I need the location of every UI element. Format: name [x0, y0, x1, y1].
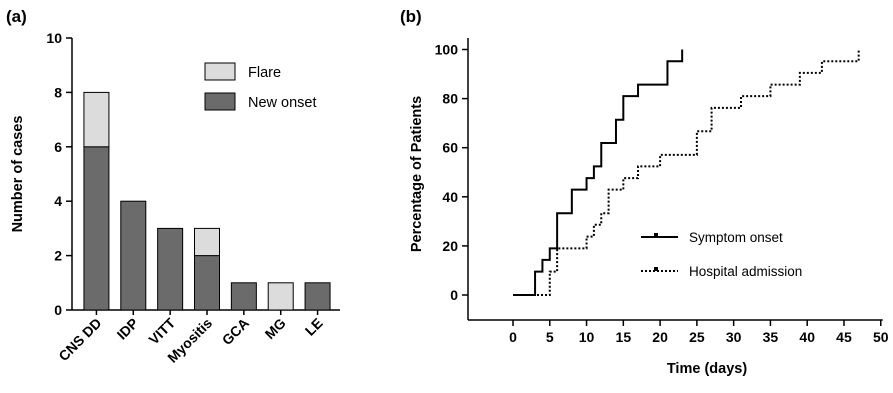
- panel-a-y-axis-title: Number of cases: [10, 116, 26, 233]
- legend-swatch-new-onset: [204, 92, 236, 111]
- panel-b-x-tick-label: 5: [546, 329, 554, 345]
- bar-gca-new-onset: [230, 282, 257, 311]
- panel-b-x-tick-label: 50: [873, 329, 889, 345]
- panel-b-legend: Symptom onset Hospital admission: [641, 230, 802, 279]
- panel-b-x-tick-label: 10: [579, 329, 595, 345]
- bar-le-new-onset: [304, 282, 331, 311]
- panel-b-x-tick-label: 40: [799, 329, 815, 345]
- category-label: CNS DD: [55, 315, 104, 364]
- legend-label-hospital-admission: Hospital admission: [689, 264, 802, 279]
- panel-b-y-tick-label: 40: [442, 189, 458, 205]
- legend-label-flare: Flare: [248, 65, 281, 81]
- panel-a-legend: Flare New onset: [204, 62, 317, 111]
- panel-b-y-tick-label: 0: [450, 287, 458, 303]
- panel-b-x-tick-label: 0: [509, 329, 517, 345]
- panel-a-y-tick-label: 4: [54, 193, 62, 209]
- panel-b-x-tick-label: 25: [689, 329, 705, 345]
- panel-b-x-tick-label: 35: [763, 329, 779, 345]
- legend-marker-hospital-admission: [654, 267, 658, 271]
- legend-label-new-onset: New onset: [248, 95, 317, 111]
- legend-marker-symptom-onset: [654, 233, 658, 237]
- panel-b-axes: 0 20 40 60 80 100 0 5 10 15 20 25 30 35 40 45 50: [435, 38, 889, 345]
- category-label: GCA: [219, 315, 252, 348]
- bar-cns-dd-new-onset: [83, 146, 110, 311]
- category-label: LE: [302, 315, 326, 339]
- panel-b-y-tick-label: 60: [442, 140, 458, 156]
- panel-b-x-axis-title: Time (days): [667, 361, 747, 377]
- panel-a-bars: [83, 91, 331, 311]
- panel-a-y-tick-label: 8: [54, 84, 62, 100]
- panel-b-y-tick-label: 80: [442, 91, 458, 107]
- panel-b-series: [513, 49, 860, 296]
- bar-idp-new-onset: [120, 200, 147, 311]
- panel-b-y-axis-title: Percentage of Patients: [409, 96, 425, 252]
- category-label: VITT: [145, 314, 178, 347]
- bar-cns-dd-flare: [83, 91, 110, 148]
- panel-b-y-tick-label: 20: [442, 238, 458, 254]
- panel-a-y-tick-label: 2: [54, 248, 62, 264]
- bar-mg-flare: [267, 282, 294, 311]
- legend-label-symptom-onset: Symptom onset: [689, 230, 783, 245]
- legend-swatch-flare: [204, 62, 236, 81]
- panel-a-y-tick-label: 6: [54, 139, 62, 155]
- panel-b-x-tick-label: 45: [836, 329, 852, 345]
- bar-vitt-new-onset: [157, 227, 184, 311]
- panel-b-x-tick-label: 20: [652, 329, 668, 345]
- panel-a-axes: 0 2 4 6 8 10: [46, 30, 340, 318]
- bar-myositis-new-onset: [194, 255, 220, 311]
- panel-a-y-tick-label: 10: [46, 30, 62, 46]
- series-line-hospital-admission: [513, 49, 860, 296]
- panel-a-y-tick-label: 0: [54, 302, 62, 318]
- series-line-symptom-onset: [513, 49, 684, 296]
- bar-myositis-flare: [194, 227, 220, 257]
- panel-b-label: (b): [400, 7, 422, 26]
- panel-b-y-tick-label: 100: [435, 42, 459, 58]
- panel-a-bar-chart: (a) Number of cases 0 2 4 6 8 10 CNS DD IDP VIT…: [6, 7, 340, 366]
- panel-b-step-chart: (b) Percentage of Patients Time (days) 0…: [400, 7, 889, 377]
- panel-b-x-tick-label: 15: [616, 329, 632, 345]
- category-label: MG: [262, 315, 289, 342]
- panel-b-x-tick-label: 30: [726, 329, 742, 345]
- panel-a-label: (a): [6, 7, 27, 26]
- category-label: IDP: [114, 315, 142, 343]
